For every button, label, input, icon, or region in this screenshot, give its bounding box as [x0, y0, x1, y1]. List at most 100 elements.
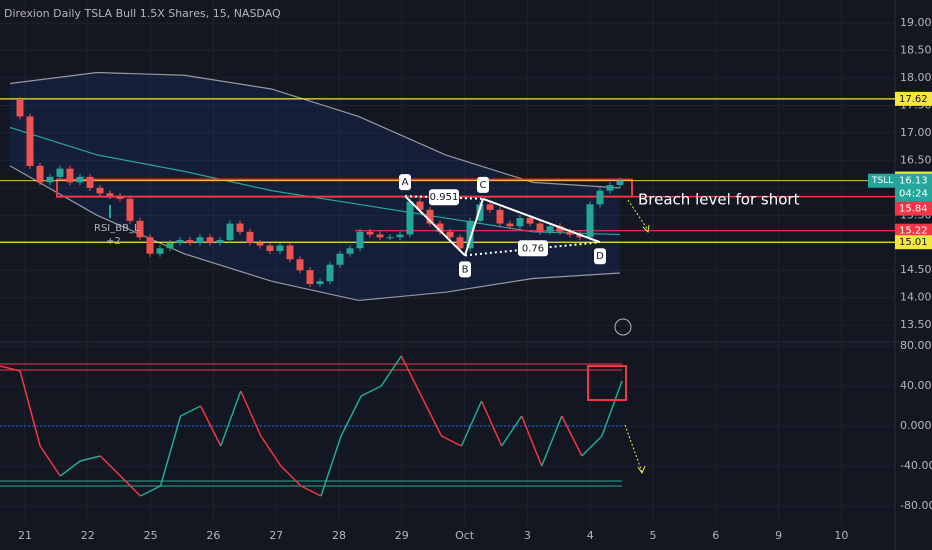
osc-segment	[280, 465, 302, 487]
osc-segment	[260, 435, 282, 467]
osc-segment	[441, 435, 462, 447]
candle	[556, 226, 564, 232]
candle	[186, 240, 194, 243]
pattern-leg	[482, 197, 601, 244]
pattern-label-box	[594, 248, 606, 265]
price-badge-label: 16.13	[899, 176, 928, 187]
candle	[316, 281, 324, 284]
candle	[486, 204, 494, 210]
candle	[306, 270, 314, 284]
candle	[566, 231, 574, 235]
ratio-box	[518, 240, 548, 257]
y-tick-label: 19.00	[900, 16, 932, 29]
candle	[166, 242, 174, 249]
candle	[496, 209, 504, 224]
candle	[396, 234, 404, 238]
candle	[506, 223, 514, 227]
candle	[426, 209, 434, 224]
price-badge-label: 15.84	[899, 204, 928, 215]
candle	[346, 248, 354, 254]
candle	[526, 218, 534, 224]
candle	[376, 234, 384, 238]
osc-segment	[0, 365, 21, 372]
pattern-label-box	[477, 176, 489, 193]
alert-icon[interactable]	[614, 318, 632, 336]
y-tick-label: 80.00	[900, 339, 932, 352]
arrow-head	[642, 224, 650, 234]
candle	[126, 198, 134, 221]
candle	[436, 223, 444, 232]
candle	[326, 264, 334, 282]
x-tick-label: 5	[650, 529, 657, 542]
candle	[56, 168, 64, 177]
y-tick-label: 14.00	[900, 291, 932, 304]
pattern-label: C	[480, 180, 487, 191]
candle	[116, 196, 124, 199]
candle	[616, 180, 624, 186]
candle	[96, 187, 104, 194]
x-tick-label: 22	[81, 529, 95, 542]
osc-segment	[159, 415, 182, 487]
osc-segment	[180, 405, 201, 417]
price-badge-label: 15.22	[899, 226, 928, 237]
candle	[366, 231, 374, 235]
x-tick-label: 27	[269, 529, 283, 542]
price-badge	[895, 91, 932, 106]
candle	[246, 231, 254, 243]
candle	[456, 237, 464, 249]
osc-segment	[541, 415, 563, 467]
chart-title: Direxion Daily TSLA Bull 1.5X Shares, 15…	[4, 7, 281, 20]
candle	[546, 226, 554, 232]
symbol-badge	[868, 173, 895, 188]
candle	[86, 176, 94, 188]
pattern-label: B	[462, 264, 469, 275]
osc-segment	[460, 400, 483, 447]
x-tick-label: 25	[144, 529, 158, 542]
candle	[356, 231, 364, 249]
y-tick-label: 0.0000	[900, 419, 932, 432]
candle	[46, 176, 54, 183]
osc-segment	[480, 400, 503, 447]
pattern-ratio-line	[404, 195, 484, 200]
pattern-leg	[464, 198, 484, 256]
candle	[146, 237, 154, 254]
candle	[466, 220, 474, 249]
candle	[226, 223, 234, 241]
candle	[406, 201, 414, 235]
osc-segment	[59, 460, 81, 477]
osc-segment	[19, 370, 41, 447]
osc-segment	[601, 380, 623, 437]
candle	[266, 245, 274, 252]
candle	[336, 253, 344, 265]
y-tick-label: -80.00	[900, 499, 932, 512]
price-badge	[895, 173, 932, 202]
x-tick-label: 28	[332, 529, 346, 542]
x-tick-label: Oct	[455, 529, 475, 542]
pattern-label: D	[596, 251, 604, 262]
osc-segment	[240, 390, 262, 437]
zone	[56, 178, 633, 198]
osc-segment	[360, 385, 382, 397]
price-badge	[895, 201, 932, 216]
annotation: RSI_BB_L	[94, 223, 140, 234]
ratio-box	[429, 189, 459, 206]
band-upper	[9, 71, 621, 189]
candle	[216, 240, 224, 243]
x-tick-label: 9	[775, 529, 782, 542]
osc-segment	[80, 455, 101, 462]
y-tick-label: -40.00	[900, 459, 932, 472]
candle	[256, 242, 264, 246]
osc-segment	[119, 475, 141, 497]
y-tick-label: 13.50	[900, 318, 932, 331]
candle	[446, 231, 454, 238]
candle	[596, 190, 604, 205]
candle	[516, 218, 524, 227]
pattern-label-box	[459, 261, 471, 278]
candle	[236, 223, 244, 232]
y-tick-label: 17.00	[900, 126, 932, 139]
osc-box	[587, 365, 627, 401]
candle	[416, 201, 424, 210]
x-tick-label: 3	[524, 529, 531, 542]
x-tick-label: 4	[587, 529, 594, 542]
